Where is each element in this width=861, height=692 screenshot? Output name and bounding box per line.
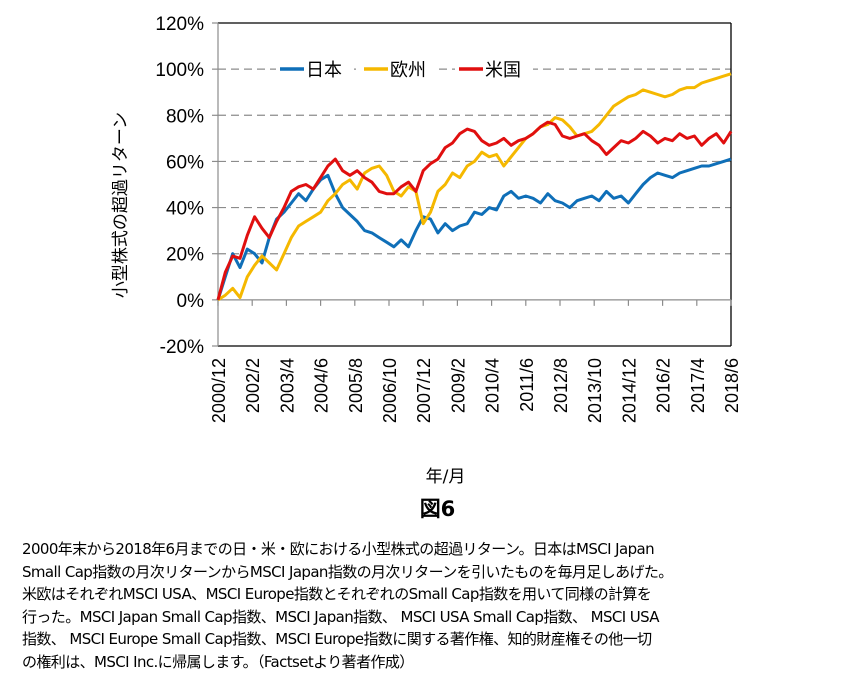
footnote-line: 米欧はそれぞれMSCI USA、MSCI Europe指数とそれぞれのSmall… [22, 585, 652, 603]
series-line-europe [217, 72, 732, 302]
series-line-japan [216, 157, 732, 301]
y-tick-label: 80% [166, 106, 204, 127]
figure-title: 図6 [419, 497, 456, 521]
y-tick-labels: -20% 0% 20% 40% 60% 80% 100% 120% [155, 14, 204, 358]
legend: 日本 欧州 米国 [276, 57, 533, 81]
series-line-us [216, 120, 733, 301]
x-tick-label: 2007/12 [414, 358, 434, 423]
y-tick-label: 20% [166, 245, 204, 266]
x-tick-label: 2011/6 [517, 358, 537, 412]
footnote-line: 行った。MSCI Japan Small Cap指数、MSCI Japan指数、… [22, 607, 660, 626]
x-tick-labels: 2000/12 2002/2 2003/4 2004/6 2005/8 2006/10 20… [209, 358, 742, 423]
footnote: 2000年末から2018年6月までの日・米・欧における小型株式の超過リターン。日… [22, 538, 852, 673]
y-axis-label: 小型株式の超過リターン [111, 112, 131, 298]
legend-label: 欧州 [390, 60, 426, 81]
footnote-line: 指数、 MSCI Europe Small Cap指数、MSCI Europe指… [22, 630, 652, 648]
excess-return-line-chart: -20% 0% 20% 40% 60% 80% 100% 120% 2000/12 2002/2… [111, 14, 742, 423]
x-tick-label: 2018/6 [722, 358, 742, 413]
y-tick-label: 40% [166, 199, 204, 220]
x-tick-label: 2017/4 [688, 358, 708, 413]
x-tick-label: 2012/8 [551, 358, 571, 413]
y-tick-label: 60% [166, 152, 204, 173]
y-tick-label: 120% [155, 14, 204, 35]
x-tick-label: 2014/12 [619, 358, 639, 423]
x-tick-label: 2000/12 [209, 358, 229, 423]
x-tick-label: 2005/8 [346, 358, 366, 413]
footnote-line: の権利は、MSCI Inc.に帰属します。（Factsetより著者作成） [22, 652, 414, 671]
x-tick-label: 2009/2 [448, 358, 468, 413]
series-lines [216, 72, 733, 302]
legend-label: 米国 [485, 60, 521, 81]
x-axis-label: 年/月 [425, 467, 466, 487]
footnote-line: 2000年末から2018年6月までの日・米・欧における小型株式の超過リターン。日… [22, 540, 655, 558]
y-tick-label: -20% [160, 337, 204, 358]
x-tick-label: 2003/4 [277, 358, 297, 413]
footnote-line: Small Cap指数の月次リターンからMSCI Japan指数の月次リターンを… [22, 562, 673, 581]
y-tick-label: 100% [155, 60, 204, 81]
x-tick-label: 2002/2 [243, 358, 263, 413]
x-tick-label: 2016/2 [654, 358, 674, 413]
x-tick-label: 2010/4 [483, 358, 503, 413]
x-tick-label: 2004/6 [312, 358, 332, 413]
x-tick-label: 2013/10 [585, 358, 605, 423]
axes [212, 22, 732, 347]
x-tick-label: 2006/10 [380, 358, 400, 423]
y-tick-label: 0% [177, 291, 205, 312]
legend-label: 日本 [306, 60, 342, 81]
